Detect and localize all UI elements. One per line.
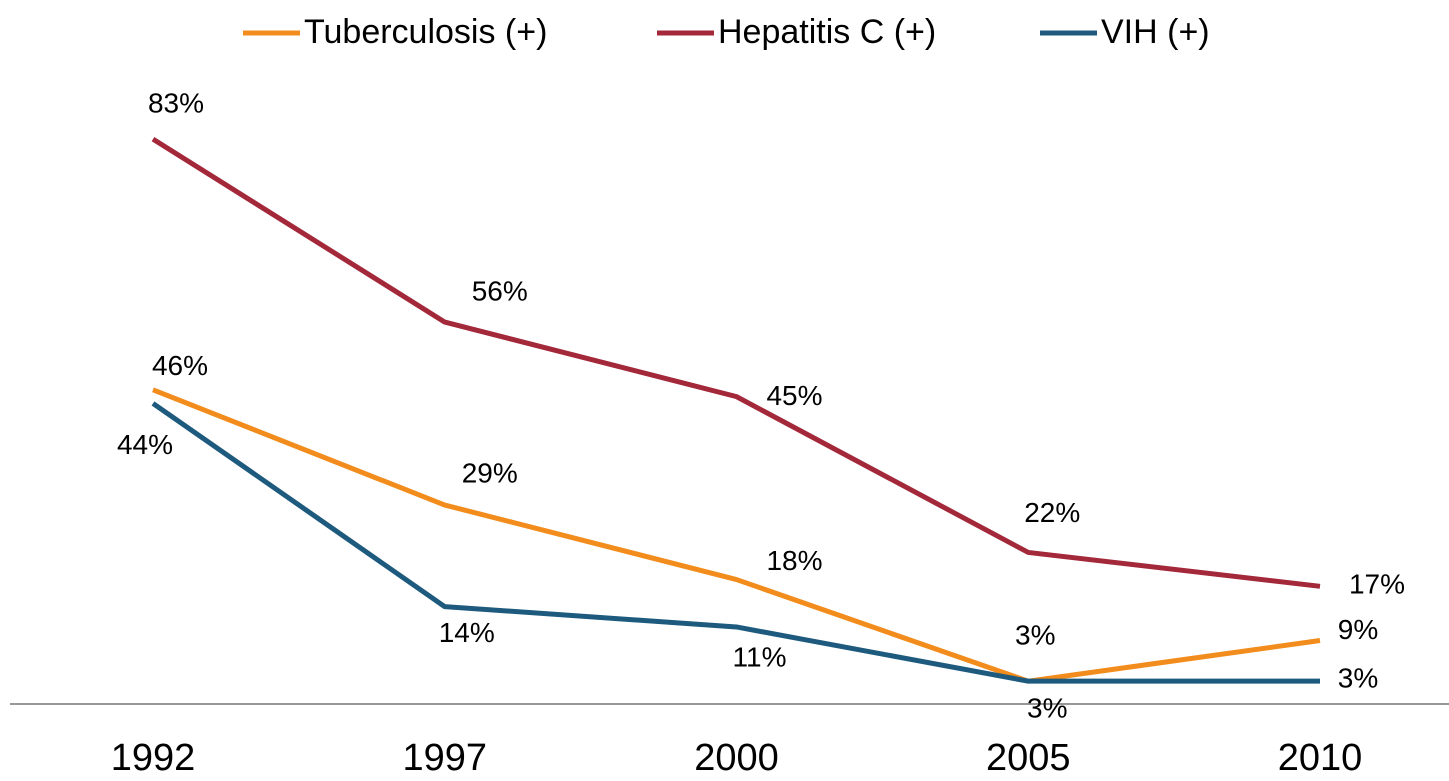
data-label: 22% [1024,497,1080,528]
data-label: 44% [117,429,173,460]
data-label: 46% [152,350,208,381]
x-tick-label: 2010 [1278,737,1363,779]
data-label: 14% [439,617,495,648]
data-label: 56% [472,275,528,306]
data-label: 3% [1015,620,1055,651]
x-tick-label: 1992 [111,737,196,779]
data-label: 83% [148,88,204,119]
series-line [152,387,1321,684]
legend-label: VIH (+) [1101,13,1210,51]
data-label: 45% [766,380,822,411]
legend-label: Tuberculosis (+) [304,13,547,51]
x-tick-label: 2000 [694,737,779,779]
data-label: 11% [733,641,787,672]
series-line [151,137,1321,589]
data-label: 3% [1338,663,1378,694]
data-label: 9% [1338,614,1378,645]
legend-label: Hepatitis C (+) [718,13,936,51]
data-label: 18% [766,545,822,576]
x-tick-label: 2005 [986,737,1071,779]
data-label: 17% [1349,569,1405,600]
x-tick-label: 1997 [402,737,487,779]
series-line [151,401,1320,684]
data-label: 29% [462,457,518,488]
data-label: 3% [1027,693,1067,724]
